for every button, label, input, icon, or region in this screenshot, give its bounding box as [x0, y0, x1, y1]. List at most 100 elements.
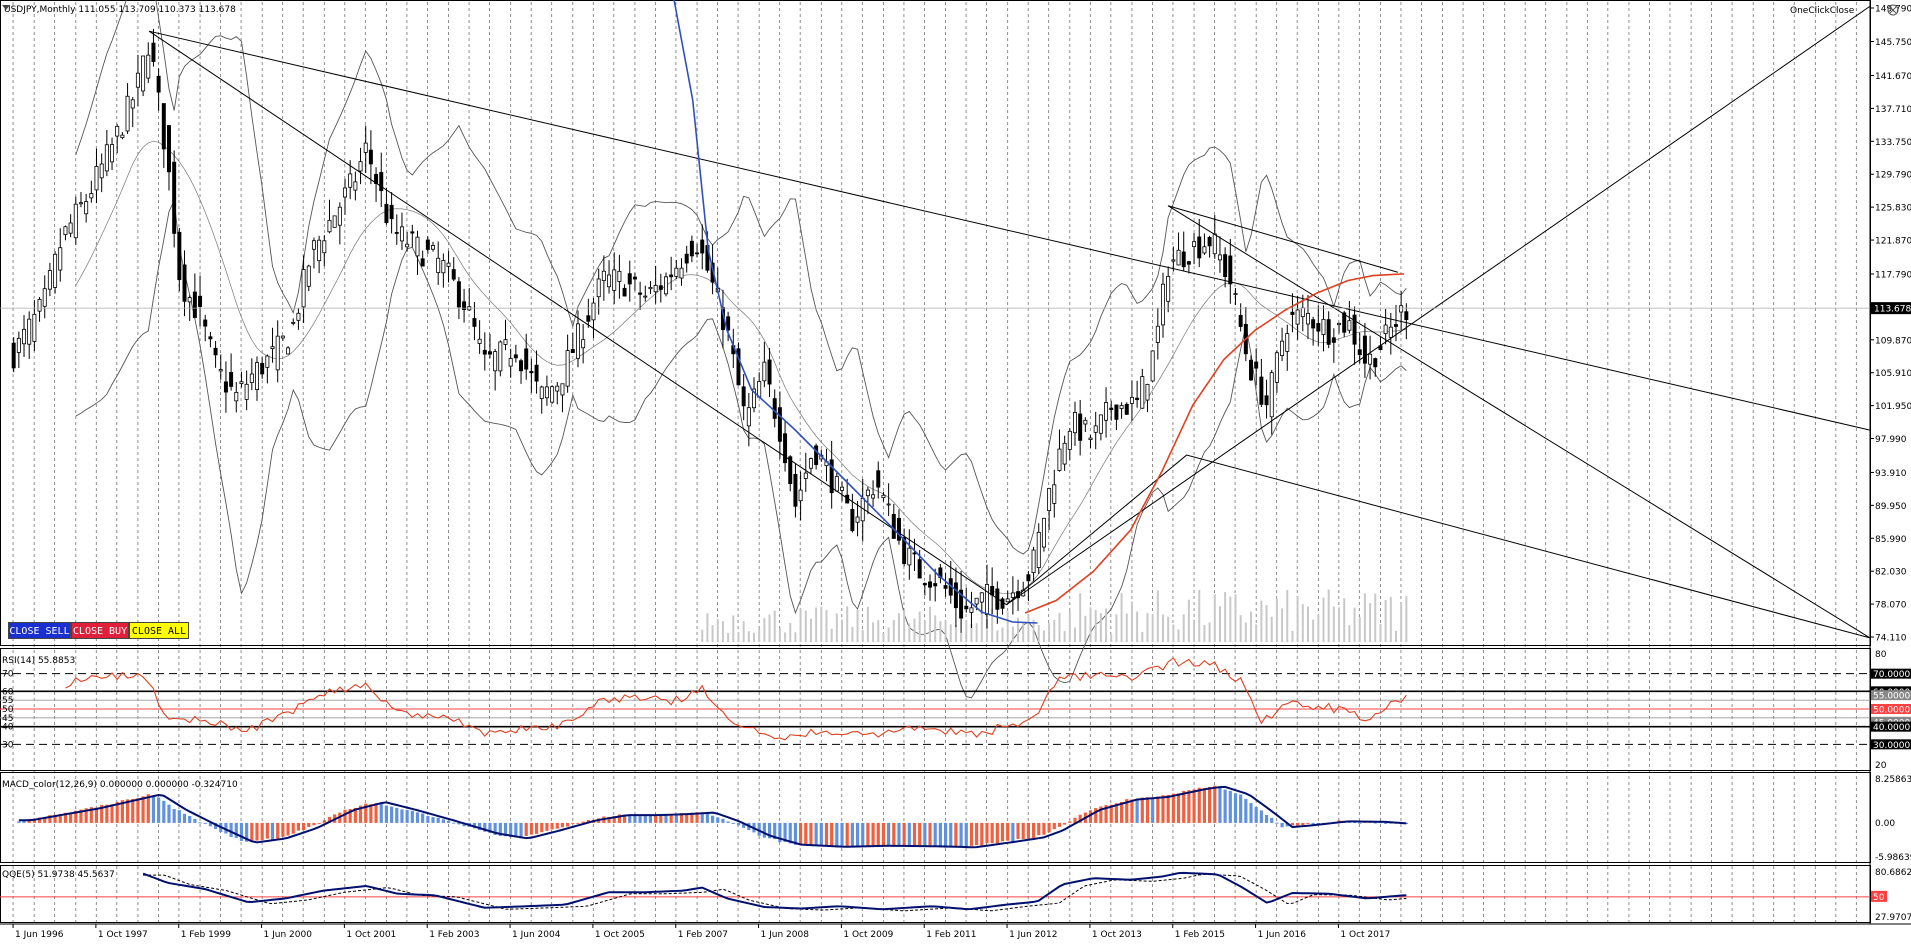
macd-histogram-bar — [1078, 814, 1082, 823]
candle-body — [1166, 275, 1171, 302]
price-tick-label: 109.870 — [1875, 336, 1911, 346]
macd-histogram-bar — [441, 819, 445, 823]
macd-histogram-bar — [861, 822, 865, 847]
macd-histogram-bar — [79, 809, 83, 823]
volume-bar — [1260, 600, 1263, 642]
volume-bar — [758, 628, 761, 642]
rsi-level-box — [1871, 739, 1911, 750]
macd-histogram-bar — [1104, 805, 1108, 823]
candle-body — [249, 373, 254, 383]
macd-histogram-bar — [1166, 794, 1170, 823]
macd-histogram-bar — [415, 812, 420, 823]
candle-body — [482, 349, 487, 355]
macd-histogram-bar — [1275, 822, 1279, 824]
price-tick-label: 85.990 — [1875, 535, 1907, 545]
qqe-panel: 50 80.6862 27.9707 — [0, 868, 1911, 923]
candle-body — [886, 503, 891, 506]
candle-body — [1114, 404, 1119, 420]
candle-body — [203, 319, 208, 327]
macd-histogram-bar — [943, 822, 948, 848]
macd-histogram-bar — [203, 822, 207, 824]
candle-body — [229, 372, 234, 387]
moving-averages — [673, 0, 1405, 624]
macd-histogram-bar — [545, 822, 549, 831]
volume-bar — [1384, 599, 1387, 642]
candle-body — [855, 516, 860, 523]
candle-body — [1192, 241, 1197, 247]
time-tick-label: 1 Feb 2003 — [429, 930, 479, 940]
candle-body — [63, 226, 68, 236]
macd-histogram-bar — [1290, 822, 1295, 826]
macd-histogram-bar — [172, 808, 176, 823]
time-tick-label: 1 Feb 1999 — [181, 930, 232, 940]
close-icon[interactable] — [1887, 4, 1899, 16]
candle-body — [964, 605, 969, 610]
candle-body — [596, 278, 601, 298]
volume-bar — [1048, 622, 1051, 642]
macd-histogram-bar — [679, 813, 684, 823]
volume-bar — [1017, 617, 1020, 642]
trend-lines[interactable] — [148, 5, 1871, 639]
rsi-left-label: 60 — [2, 687, 14, 697]
candle-body — [881, 494, 886, 499]
macd-histogram-bar — [1151, 798, 1155, 823]
rsi-axis-label: 80 — [1875, 650, 1887, 660]
candle-body — [1057, 448, 1062, 471]
candle-body — [1347, 320, 1352, 331]
expand-triangle-icon[interactable] — [2, 5, 10, 10]
macd-histogram-bar — [182, 813, 187, 823]
macd-histogram-bar — [1223, 789, 1227, 823]
volume-bar — [763, 618, 766, 642]
candle-body — [255, 362, 259, 391]
candle-body — [1223, 254, 1228, 277]
candle-body — [767, 359, 772, 385]
macd-histogram-bar — [400, 809, 404, 823]
candle-body — [16, 337, 21, 353]
candle-body — [907, 547, 912, 566]
time-tick-label: 1 Feb 2007 — [678, 930, 728, 940]
close-all-button[interactable]: CLOSE ALL — [129, 622, 189, 639]
price-tick-label: 93.910 — [1875, 469, 1907, 479]
macd-histogram-bar — [923, 822, 927, 848]
candle-body — [156, 75, 161, 93]
macd-histogram-bar — [307, 822, 311, 827]
macd-histogram-bar — [731, 822, 735, 824]
candle-body — [32, 313, 37, 342]
candle-body — [1047, 488, 1052, 511]
close-buy-button[interactable]: CLOSE BUY — [71, 622, 129, 639]
macd-histogram-bar — [1099, 806, 1103, 823]
macd-histogram-bar — [94, 807, 99, 823]
candle-body — [399, 226, 404, 242]
candle-body — [451, 269, 456, 280]
macd-histogram-bar — [1114, 803, 1118, 823]
candle-body — [317, 239, 322, 262]
candle-body — [234, 391, 239, 402]
candle-body — [891, 514, 896, 539]
candle-body — [477, 338, 482, 344]
candle-body — [1254, 361, 1259, 369]
macd-histogram-bar — [488, 822, 492, 833]
candle-body — [1357, 349, 1362, 356]
rsi-level-box — [1871, 690, 1911, 701]
candle-body — [777, 407, 782, 442]
macd-histogram-bar — [509, 822, 513, 838]
macd-histogram-bar — [1254, 807, 1258, 823]
macd-histogram-bar — [322, 820, 326, 823]
macd-histogram-bar — [1047, 822, 1051, 833]
macd-histogram-bar — [1042, 822, 1046, 835]
macd-histogram-bar — [245, 822, 249, 842]
candle-body — [462, 301, 467, 310]
macd-histogram-bar — [343, 809, 347, 823]
rsi-level-box — [1871, 721, 1911, 732]
macd-histogram-bar — [814, 822, 818, 846]
candle-body — [612, 269, 617, 291]
macd-histogram-bar — [1296, 822, 1300, 826]
time-tick-label: 1 Feb 2015 — [1175, 930, 1225, 940]
volume-bar — [1011, 626, 1014, 642]
close-sell-button[interactable]: CLOSE SELL — [8, 622, 71, 639]
macd-histogram-bar — [892, 822, 896, 846]
macd-histogram-bar — [1202, 788, 1207, 823]
rsi-level-label: 70.0000 — [1873, 670, 1910, 680]
volume-bar — [778, 628, 781, 642]
